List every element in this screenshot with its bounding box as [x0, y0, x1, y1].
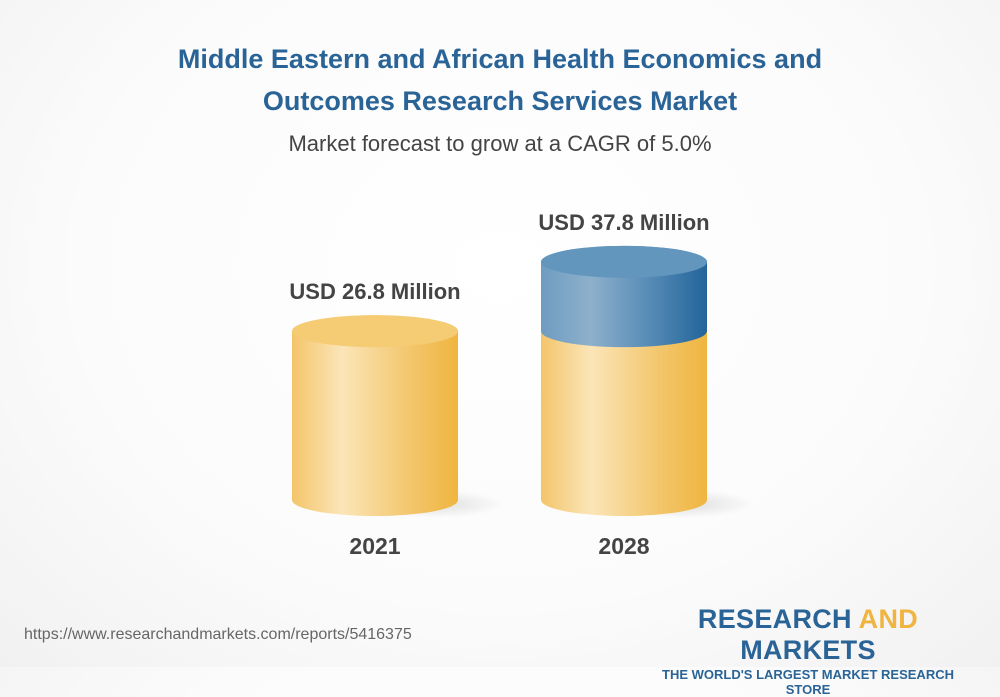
bar-growth-2028-top: [541, 245, 707, 278]
cylinder-chart: USD 26.8 Million 2021 USD 37.8 Million 2028: [289, 210, 754, 559]
data-label: USD 26.8 Million: [289, 279, 460, 304]
chart-subtitle: Market forecast to grow at a CAGR of 5.0…: [288, 131, 712, 156]
title-line-2: Outcomes Research Services Market: [262, 86, 738, 116]
bar-base-2021-top: [292, 315, 458, 348]
report-url[interactable]: https://www.researchandmarkets.com/repor…: [24, 626, 412, 643]
category-label: 2021: [349, 533, 400, 559]
research-and-markets-logo: RESEARCH AND MARKETS THE WORLD'S LARGEST…: [662, 604, 954, 697]
bar-base-2028-body: [541, 315, 707, 516]
chart-title: Middle Eastern and African Health Econom…: [0, 38, 1000, 122]
title-line-1: Middle Eastern and African Health Econom…: [177, 44, 823, 74]
bar-base-2021-body: [292, 315, 458, 516]
category-label: 2028: [598, 533, 649, 559]
data-label: USD 37.8 Million: [538, 210, 709, 235]
